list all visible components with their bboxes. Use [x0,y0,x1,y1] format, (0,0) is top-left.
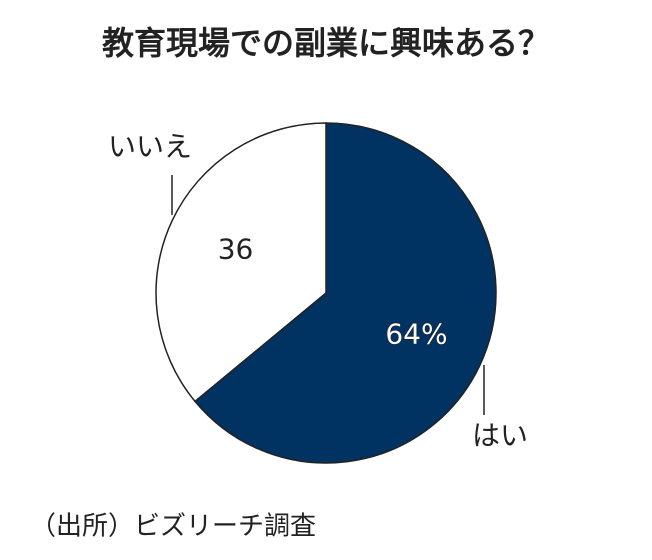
chart-title: 教育現場での副業に興味ある？ [102,24,550,62]
pie-slice [155,122,327,403]
category-label: いいえ [108,130,192,163]
value-label: 36 [218,232,254,265]
value-label: 64% [385,318,447,351]
source-note: （出所）ビズリーチ調査 [30,512,316,542]
category-label: はい [472,419,528,452]
pie-slice [193,122,497,464]
